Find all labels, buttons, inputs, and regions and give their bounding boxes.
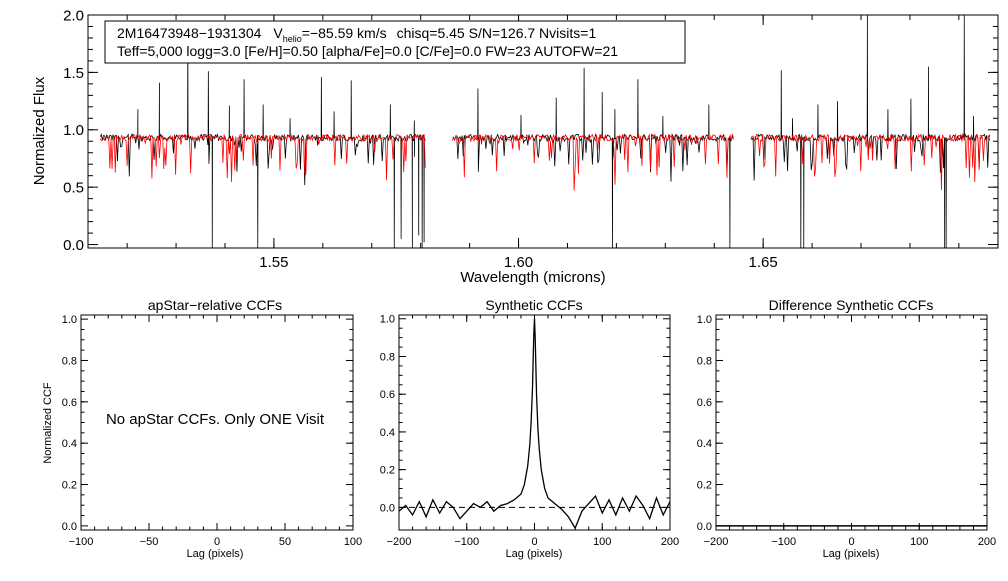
star-id: 2M16473948−1931304 <box>117 25 262 41</box>
spectrum-panel: 1.55 1.60 1.65 0.0 0.5 1.0 1.5 2.0 Wavelength (… <box>31 7 999 286</box>
spectrum-axes-frame <box>87 14 999 249</box>
y-tick-label: 2.0 <box>63 7 84 24</box>
y-tick-label: 0.4 <box>380 427 395 439</box>
y-tick-label: 0.0 <box>380 502 395 514</box>
x-tick-label: 100 <box>344 536 362 548</box>
y-tick-label: 0.8 <box>380 351 395 363</box>
spectrum-annotation-box: 2M16473948−1931304 Vhelio=−85.59 km/s chis… <box>104 20 686 64</box>
x-tick-label: −200 <box>387 536 412 548</box>
difference-ccf-title: Difference Synthetic CCFs <box>769 297 934 313</box>
y-tick-label: 0.5 <box>63 180 84 197</box>
spectrum-ticks: 1.55 1.60 1.65 0.0 0.5 1.0 1.5 2.0 <box>63 7 998 271</box>
y-tick-label: 0.2 <box>697 479 712 491</box>
model-spectrum-segment <box>452 133 734 191</box>
x-tick-label: 50 <box>279 536 291 548</box>
observed-spectrum-segment <box>750 14 991 249</box>
x-tick-label: 1.55 <box>259 254 288 271</box>
x-tick-label: −50 <box>140 536 159 548</box>
observed-spectrum-segment <box>452 67 734 249</box>
y-tick-label: 0.6 <box>697 397 712 409</box>
difference-ccf-ticks: −200 −100 0 100 200 0.0 0.2 0.4 0.6 0.8 1.0 <box>697 314 996 548</box>
apstar-ccf-title: apStar−relative CCFs <box>148 297 282 313</box>
spectrum-ylabel: Normalized Flux <box>31 76 48 185</box>
annotation-line-2: Teff=5,000 logg=3.0 [Fe/H]=0.50 [alpha/F… <box>117 43 618 59</box>
synthetic-ccf-ticks: −200 −100 0 100 200 0.0 0.2 0.4 0.6 0.8 1.0 <box>380 314 679 548</box>
fit-stats: chisq=5.45 S/N=126.7 Nvisits=1 <box>397 25 597 41</box>
observed-spectrum-segment <box>99 32 426 249</box>
y-tick-label: 0.4 <box>697 438 712 450</box>
y-tick-label: 1.5 <box>63 65 84 82</box>
synthetic-ccf-xlabel: Lag (pixels) <box>506 548 563 560</box>
y-tick-label: 0.6 <box>380 389 395 401</box>
synthetic-ccf-title: Synthetic CCFs <box>485 297 582 313</box>
v-helio-subscript: helio <box>283 34 302 44</box>
x-tick-label: 0 <box>848 536 854 548</box>
apstar-ccf-xlabel: Lag (pixels) <box>187 548 244 560</box>
apstar-ccf-ylabel: Normalized CCF <box>42 382 54 464</box>
x-tick-label: 1.65 <box>749 254 778 271</box>
v-helio-label: V <box>273 25 283 41</box>
synthetic-ccf-line <box>398 318 671 530</box>
y-tick-label: 0.2 <box>62 479 77 491</box>
x-tick-label: 0 <box>214 536 220 548</box>
y-tick-label: 1.0 <box>63 122 84 139</box>
x-tick-label: 1.60 <box>504 254 533 271</box>
model-spectrum-segment <box>99 133 426 182</box>
y-tick-label: 0.8 <box>697 355 712 367</box>
x-tick-label: −100 <box>454 536 479 548</box>
synthetic-ccf-plot <box>398 318 671 530</box>
x-tick-label: −100 <box>771 536 796 548</box>
model-spectrum-line <box>99 132 991 191</box>
apstar-ccf-ticks: −100 −50 0 50 100 0.0 0.2 0.4 0.6 0.8 1.0 <box>62 314 362 548</box>
y-tick-label: 1.0 <box>697 314 712 326</box>
y-tick-label: 0.2 <box>380 465 395 477</box>
y-tick-label: 1.0 <box>380 314 395 326</box>
v-helio-value: =−85.59 km/s <box>302 25 387 41</box>
difference-ccf-xlabel: Lag (pixels) <box>823 548 880 560</box>
no-ccf-message: No apStar CCFs. Only ONE Visit <box>106 411 325 428</box>
apstar-ccf-panel: apStar−relative CCFs −100 −50 0 50 100 0.0 0.2… <box>42 297 362 560</box>
synthetic-ccf-axes-frame <box>398 314 671 531</box>
y-tick-label: 1.0 <box>62 314 77 326</box>
annotation-line-1: 2M16473948−1931304 Vhelio=−85.59 km/s chis… <box>117 25 596 44</box>
difference-ccf-panel: Difference Synthetic CCFs −200 −100 0 100 20… <box>697 297 996 560</box>
y-tick-label: 0.0 <box>63 237 84 254</box>
synthetic-ccf-panel: Synthetic CCFs −200 −100 0 100 200 0.0 0.2 0.4 0… <box>380 297 679 560</box>
annotation-box-frame <box>104 20 686 64</box>
x-tick-label: 200 <box>978 536 996 548</box>
y-tick-label: 0.6 <box>62 397 77 409</box>
x-tick-label: −100 <box>69 536 94 548</box>
y-tick-label: 0.0 <box>62 521 77 533</box>
x-tick-label: 100 <box>910 536 928 548</box>
model-spectrum-segment <box>750 132 991 191</box>
y-tick-label: 0.4 <box>62 438 77 450</box>
x-tick-label: 100 <box>593 536 611 548</box>
x-tick-label: 200 <box>661 536 679 548</box>
difference-ccf-axes-frame <box>715 314 988 531</box>
y-tick-label: 0.0 <box>697 521 712 533</box>
x-tick-label: 0 <box>531 536 537 548</box>
y-tick-label: 0.8 <box>62 355 77 367</box>
x-tick-label: −200 <box>704 536 729 548</box>
spectrum-xlabel: Wavelength (microns) <box>460 269 605 286</box>
